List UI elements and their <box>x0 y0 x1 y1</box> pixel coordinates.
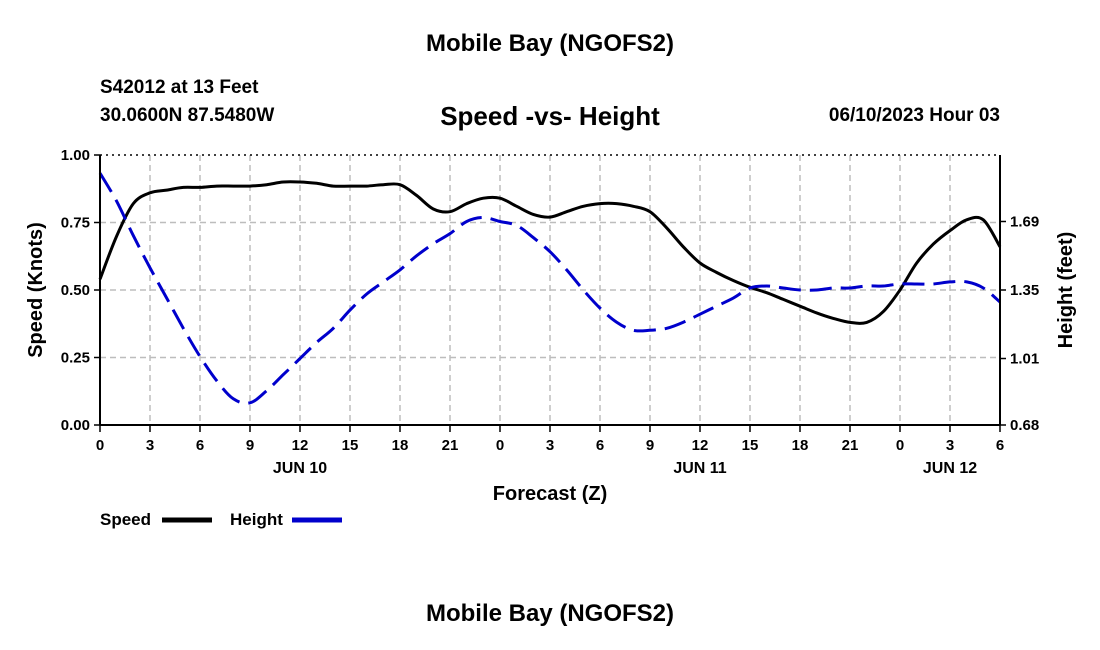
station-label: S42012 at 13 Feet <box>100 77 259 98</box>
right-y-tick-label: 1.69 <box>1010 213 1039 230</box>
x-tick-label: 12 <box>292 437 309 454</box>
x-tick-label: 12 <box>692 437 709 454</box>
axis-labels: Forecast (Z) Speed (Knots) Height (feet) <box>25 222 1077 505</box>
x-tick-label: 6 <box>996 437 1004 454</box>
x-tick-label: 3 <box>146 437 154 454</box>
legend: Speed Height <box>100 510 342 529</box>
chart-subtitle: Speed -vs- Height <box>440 101 660 131</box>
x-tick-label: 6 <box>596 437 604 454</box>
x-tick-label: 21 <box>442 437 459 454</box>
chart-title: Mobile Bay (NGOFS2) <box>425 30 675 57</box>
x-day-label: JUN 11 <box>673 460 726 477</box>
x-tick-label: 0 <box>896 437 904 454</box>
x-tick-label: 18 <box>792 437 809 454</box>
right-y-tick-label: 1.01 <box>1010 351 1039 368</box>
forecast-datestamp: 06/10/2023 Hour 03 <box>828 105 1000 126</box>
right-y-tick-label: 1.35 <box>1010 282 1039 299</box>
axes: 0 3 6 9 12 15 18 21 0 3 6 9 12 15 18 21 0 3 6 JUN 10 JUN 11 J… <box>61 147 1039 477</box>
x-tick-label: 21 <box>842 437 859 454</box>
x-tick-label: 15 <box>742 437 759 454</box>
x-tick-label: 9 <box>646 437 654 454</box>
right-y-tick-label: 0.68 <box>1010 417 1039 434</box>
x-tick-label: 9 <box>246 437 254 454</box>
x-day-label: JUN 10 <box>273 460 327 477</box>
left-y-axis-label: Speed (Knots) <box>25 222 47 358</box>
left-y-tick-label: 0.50 <box>61 282 90 299</box>
right-y-axis-label: Height (feet) <box>1055 232 1077 349</box>
station-coordinates: 30.0600N 87.5480W <box>100 105 275 126</box>
legend-label-height: Height <box>230 510 283 529</box>
legend-label-speed: Speed <box>100 510 151 529</box>
x-tick-label: 3 <box>946 437 954 454</box>
x-tick-label: 0 <box>96 437 104 454</box>
series-line-height <box>98 172 1001 405</box>
x-tick-label: 18 <box>392 437 409 454</box>
x-tick-label: 3 <box>546 437 554 454</box>
left-y-tick-label: 1.00 <box>61 147 90 164</box>
series-lines <box>98 172 1002 405</box>
left-y-tick-label: 0.00 <box>61 417 90 434</box>
footer-title: Mobile Bay (NGOFS2) <box>425 600 675 627</box>
x-tick-label: 6 <box>196 437 204 454</box>
x-axis-label: Forecast (Z) <box>493 483 607 505</box>
grid-lines <box>99 155 1001 425</box>
x-tick-label: 0 <box>496 437 504 454</box>
left-y-tick-label: 0.75 <box>61 215 90 232</box>
x-tick-label: 15 <box>342 437 359 454</box>
left-y-tick-label: 0.25 <box>61 350 90 367</box>
series-line-speed <box>98 180 1002 325</box>
x-day-label: JUN 12 <box>923 460 977 477</box>
